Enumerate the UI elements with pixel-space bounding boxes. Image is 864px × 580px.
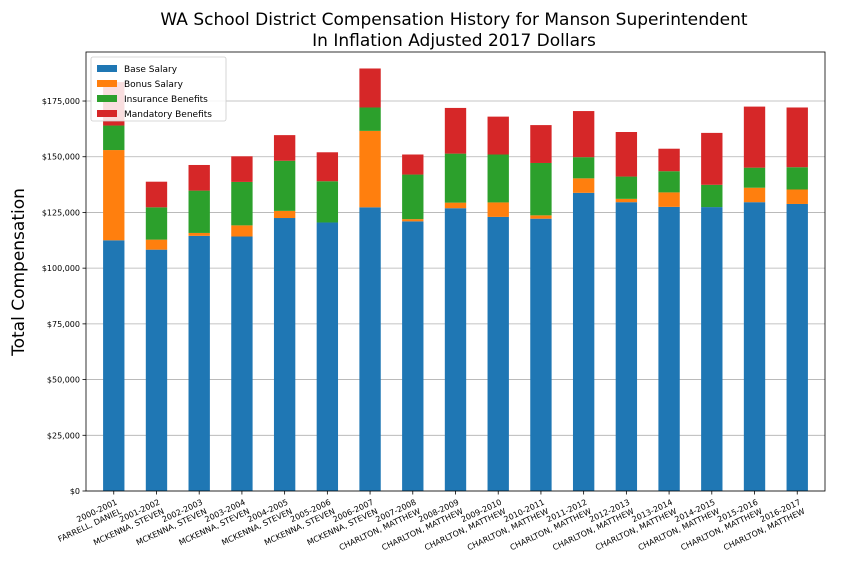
legend-label: Mandatory Benefits [124, 110, 212, 120]
bar-insurance-benefits [658, 171, 680, 193]
bar-insurance-benefits [701, 184, 723, 208]
legend: Base Salary Bonus Salary Insurance Benefit… [90, 56, 227, 122]
bar-insurance-benefits [530, 162, 552, 216]
bar-mandatory-benefits [444, 107, 467, 154]
bar-bonus-salary [530, 215, 552, 219]
chart-title-line2: In Inflation Adjusted 2017 Dollars [312, 31, 596, 51]
legend-swatch [97, 110, 117, 117]
bar-mandatory-benefits [530, 125, 552, 163]
y-tick-label: $175,000 [42, 97, 80, 106]
y-tick-label: $50,000 [47, 376, 80, 385]
legend-box [90, 56, 227, 122]
bar-insurance-benefits [188, 190, 210, 233]
bar-bonus-salary [359, 130, 381, 208]
bar-bonus-salary [273, 210, 296, 219]
legend-swatch [97, 65, 117, 72]
bar-base-salary [701, 207, 723, 491]
bar-mandatory-benefits [743, 106, 766, 168]
chart-title-line1: WA School District Compensation History … [160, 10, 747, 30]
bar-insurance-benefits [316, 181, 339, 223]
y-tick-label: $125,000 [42, 208, 80, 217]
bar-bonus-salary [402, 219, 424, 222]
bar-mandatory-benefits [145, 181, 168, 208]
bar-mandatory-benefits [231, 156, 253, 182]
bar-insurance-benefits [359, 107, 381, 131]
bar-base-salary [572, 192, 595, 491]
bar-bonus-salary [743, 187, 766, 203]
bar-base-salary [444, 208, 467, 491]
bar-bonus-salary [487, 202, 509, 217]
y-tick-label: $100,000 [42, 264, 80, 273]
bar-mandatory-benefits [402, 154, 424, 175]
bar-base-salary [273, 218, 296, 491]
bar-base-salary [316, 222, 339, 492]
bar-insurance-benefits [145, 207, 168, 240]
bar-base-salary [615, 202, 638, 492]
bar-base-salary [188, 235, 210, 491]
bar-mandatory-benefits [188, 164, 210, 191]
bar-bonus-salary [572, 178, 595, 193]
bar-insurance-benefits [487, 154, 509, 203]
bar-insurance-benefits [615, 176, 638, 199]
bar-insurance-benefits [743, 167, 766, 188]
y-axis-label: Total Compensation [9, 188, 29, 357]
bar-bonus-salary [786, 189, 808, 204]
bar-mandatory-benefits [316, 152, 339, 182]
bar-mandatory-benefits [786, 107, 808, 168]
bar-insurance-benefits [231, 181, 253, 226]
bar-base-salary [359, 207, 381, 491]
bar-mandatory-benefits [273, 135, 296, 161]
bar-mandatory-benefits [615, 132, 638, 177]
bar-bonus-salary [103, 150, 125, 241]
bar-bonus-salary [231, 225, 253, 237]
y-tick-label: $25,000 [47, 431, 80, 440]
legend-label: Insurance Benefits [124, 95, 208, 105]
bar-base-salary [402, 221, 424, 491]
y-tick-label: $0 [70, 487, 80, 496]
bar-mandatory-benefits [487, 116, 509, 155]
bar-insurance-benefits [786, 167, 808, 190]
bar-base-salary [487, 216, 509, 491]
legend-swatch [97, 80, 117, 87]
bar-bonus-salary [444, 202, 467, 209]
bar-base-salary [103, 240, 125, 491]
bar-bonus-salary [615, 198, 638, 203]
bar-bonus-salary [145, 239, 168, 250]
bar-base-salary [658, 206, 680, 491]
legend-label: Bonus Salary [124, 80, 184, 90]
bar-bonus-salary [658, 192, 680, 207]
bar-bonus-salary [188, 232, 210, 236]
bar-insurance-benefits [572, 157, 595, 179]
bar-mandatory-benefits [701, 132, 723, 185]
bar-mandatory-benefits [359, 68, 381, 108]
y-tick-label: $75,000 [47, 320, 80, 329]
bar-mandatory-benefits [658, 148, 680, 172]
bar-base-salary [231, 236, 253, 491]
bars [103, 68, 808, 492]
bar-insurance-benefits [273, 160, 296, 211]
bar-base-salary [530, 218, 552, 492]
bar-insurance-benefits [444, 153, 467, 203]
bar-base-salary [145, 249, 168, 491]
legend-label: Base Salary [124, 65, 178, 75]
y-tick-label: $150,000 [42, 153, 80, 162]
bar-mandatory-benefits [572, 111, 595, 158]
bar-base-salary [743, 202, 766, 492]
bar-base-salary [786, 203, 808, 491]
bar-insurance-benefits [402, 174, 424, 220]
legend-swatch [97, 95, 117, 102]
bar-insurance-benefits [103, 125, 125, 151]
